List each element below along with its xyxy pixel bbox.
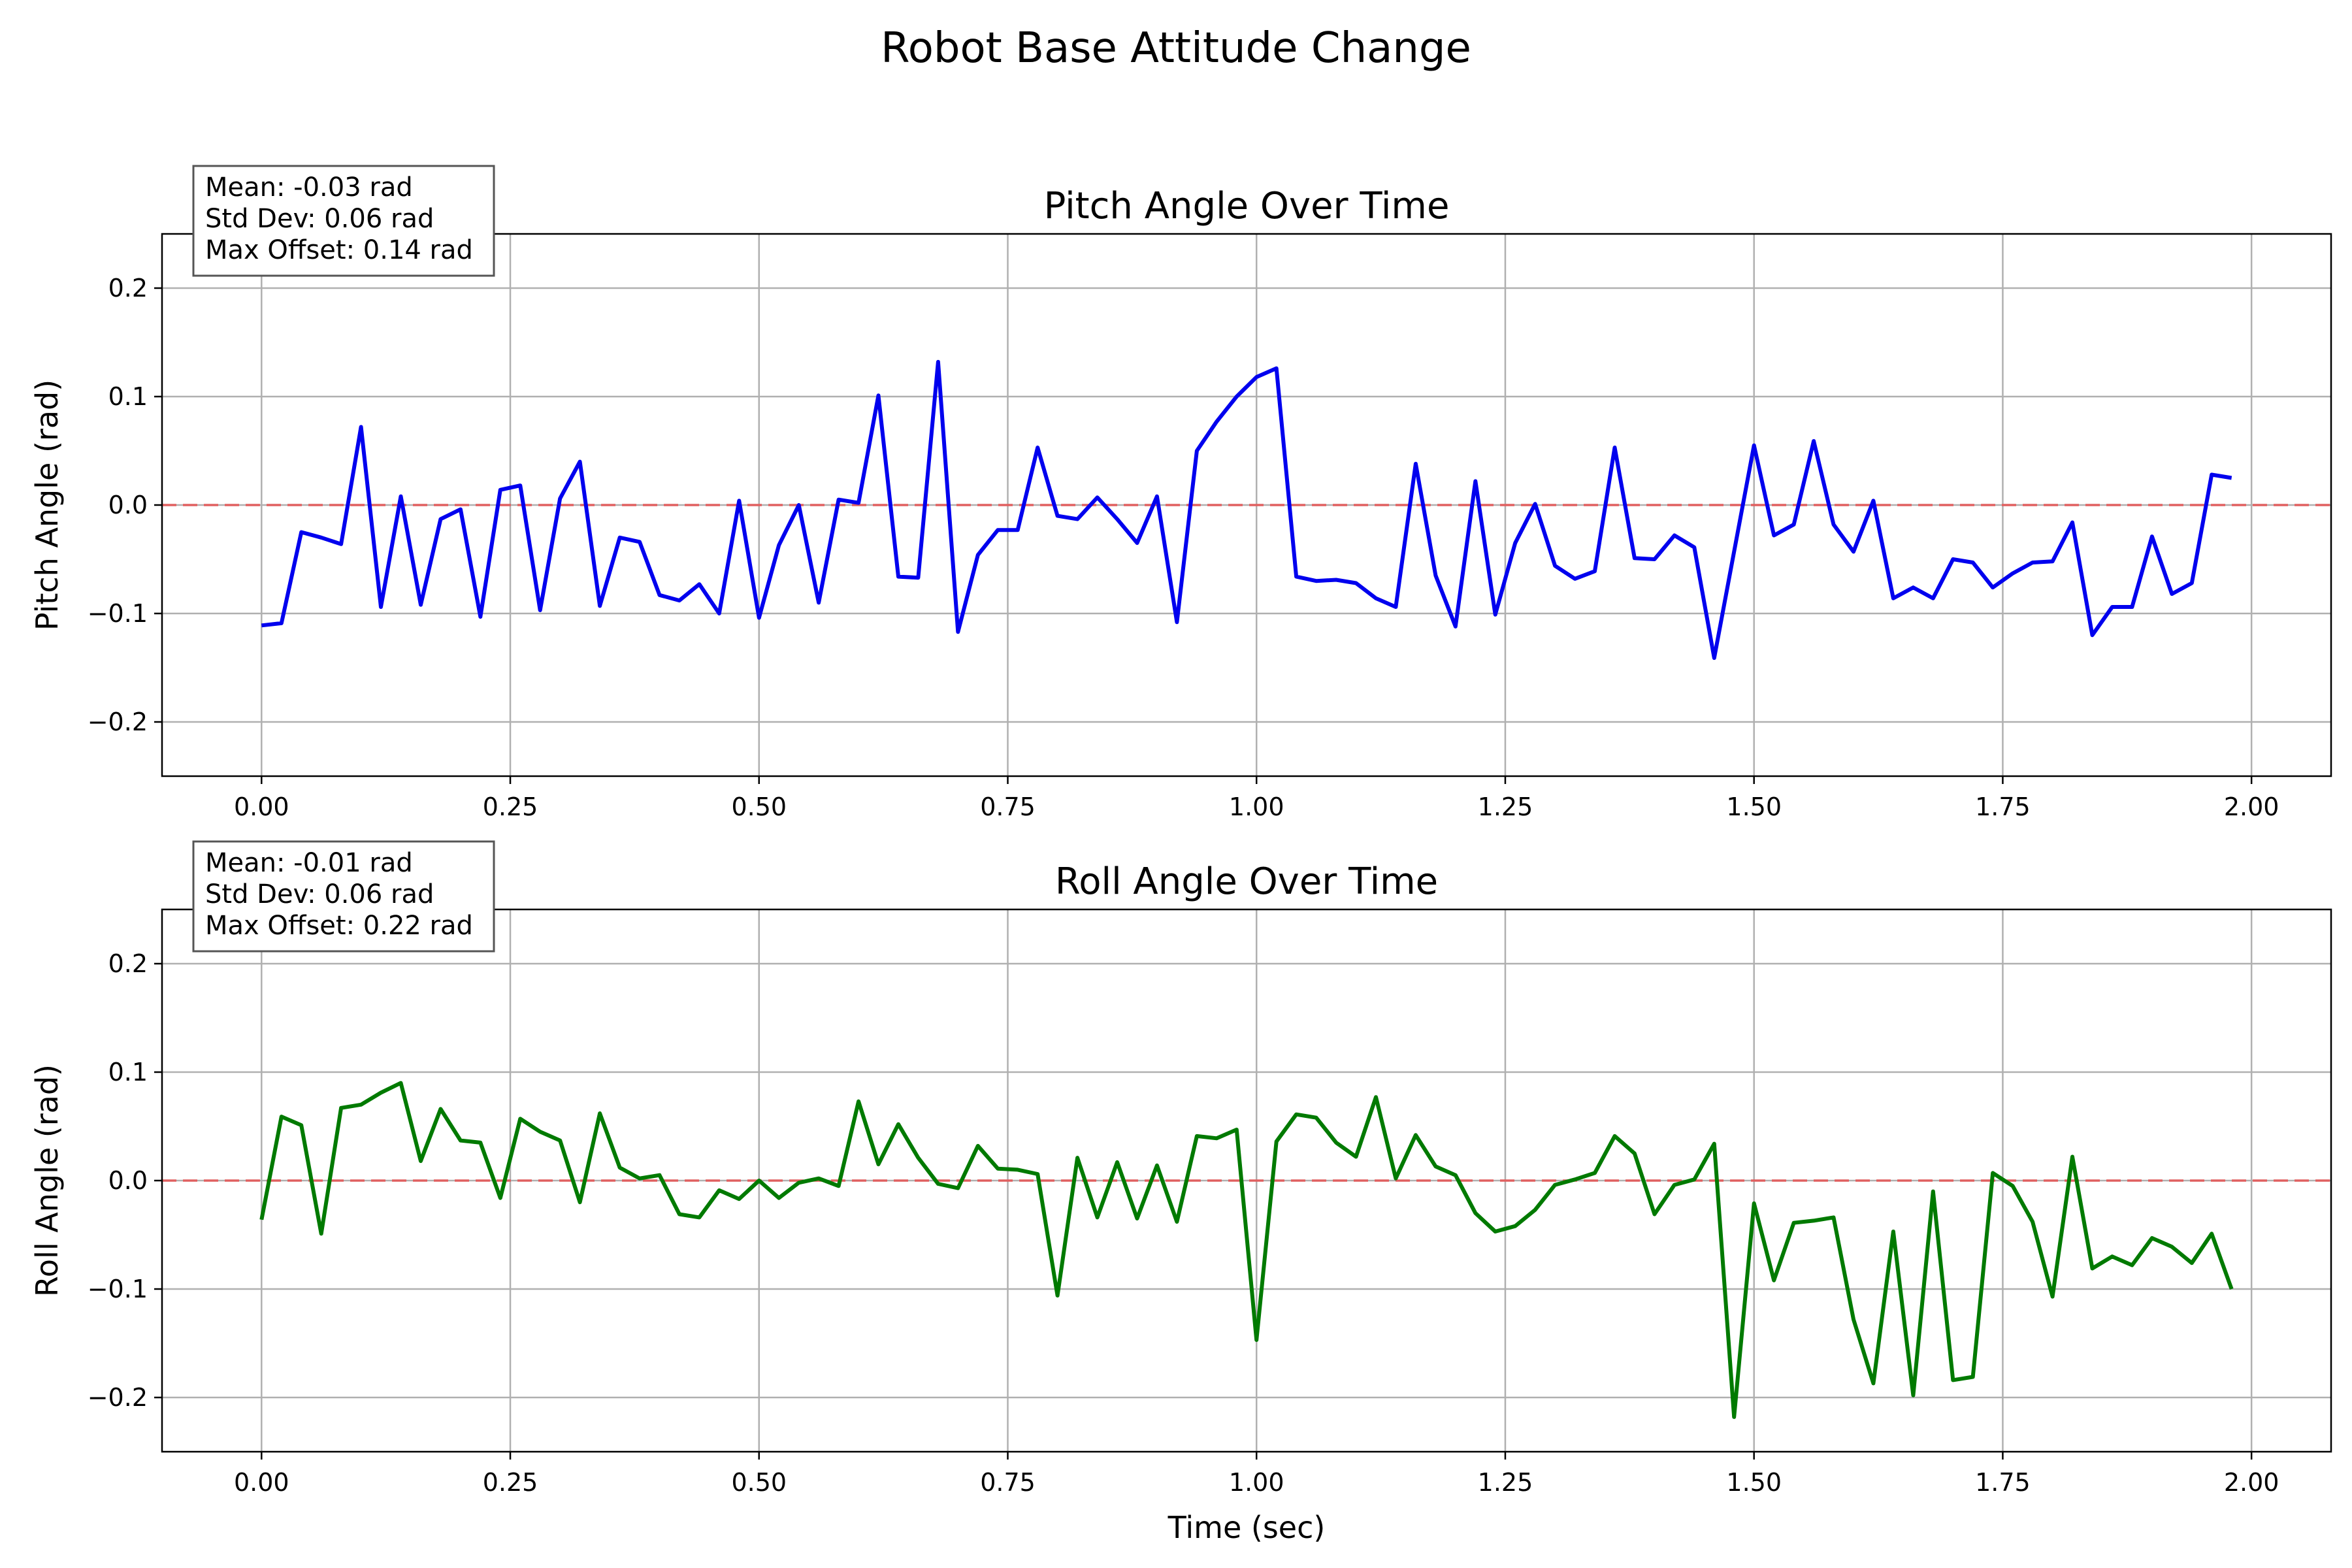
roll-y-tick-label: −0.1 — [88, 1275, 148, 1303]
roll-stats-std: Std Dev: 0.06 rad — [205, 879, 434, 909]
roll-stats-box: Mean: -0.01 rad Std Dev: 0.06 rad Max Of… — [192, 840, 495, 953]
roll-line — [259, 1081, 2234, 1419]
pitch-y-tick-label: −0.1 — [88, 599, 148, 628]
pitch-y-tick-label: 0.2 — [108, 274, 148, 302]
roll-y-tick-label: 0.0 — [108, 1166, 148, 1195]
pitch-y-axis-label: Pitch Angle (rad) — [29, 380, 65, 630]
pitch-title: Pitch Angle Over Time — [1044, 185, 1450, 227]
roll-x-tick-label: 0.25 — [483, 1468, 538, 1497]
pitch-series — [261, 359, 2232, 661]
roll-x-tick-label: 0.50 — [731, 1468, 787, 1497]
roll-stats-mean: Mean: -0.01 rad — [205, 848, 413, 878]
pitch-stats-mean: Mean: -0.03 rad — [205, 172, 413, 203]
pitch-y-tick-label: 0.0 — [108, 491, 148, 519]
roll-x-tick-label: 2.00 — [2224, 1468, 2279, 1497]
roll-ticks: 0.00 0.25 0.50 0.75 1.00 1.25 1.50 1.75 2.00 −0.2… — [88, 949, 2279, 1497]
pitch-x-tick-label: 0.00 — [234, 792, 289, 821]
pitch-panel: 0.00 0.25 0.50 0.75 1.00 1.25 1.50 1.75 2.00 −0.2… — [29, 165, 2332, 821]
pitch-x-tick-label: 1.75 — [1975, 792, 2031, 821]
pitch-x-tick-label: 1.50 — [1726, 792, 1782, 821]
roll-x-tick-label: 1.25 — [1478, 1468, 1533, 1497]
pitch-x-tick-label: 0.25 — [483, 792, 538, 821]
roll-x-tick-label: 0.75 — [980, 1468, 1036, 1497]
pitch-x-tick-label: 1.00 — [1229, 792, 1284, 821]
roll-y-axis-label: Roll Angle (rad) — [29, 1064, 65, 1297]
pitch-ticks: 0.00 0.25 0.50 0.75 1.00 1.25 1.50 1.75 2.00 −0.2… — [88, 274, 2279, 821]
pitch-x-tick-label: 0.75 — [980, 792, 1036, 821]
roll-series — [259, 1081, 2234, 1419]
pitch-stats-max: Max Offset: 0.14 rad — [205, 235, 473, 265]
roll-x-tick-label: 1.00 — [1229, 1468, 1284, 1497]
pitch-x-tick-label: 2.00 — [2224, 792, 2279, 821]
roll-y-tick-label: 0.2 — [108, 949, 148, 978]
roll-x-tick-label: 1.50 — [1726, 1468, 1782, 1497]
roll-title: Roll Angle Over Time — [1055, 860, 1438, 903]
pitch-x-tick-label: 1.25 — [1478, 792, 1533, 821]
roll-x-tick-label: 1.75 — [1975, 1468, 2031, 1497]
pitch-stats-box: Mean: -0.03 rad Std Dev: 0.06 rad Max Of… — [192, 165, 495, 277]
roll-x-axis-label: Time (sec) — [1168, 1510, 1326, 1545]
roll-y-tick-label: −0.2 — [88, 1383, 148, 1412]
pitch-stats-std: Std Dev: 0.06 rad — [205, 204, 434, 234]
pitch-line — [261, 359, 2232, 661]
figure-title: Robot Base Attitude Change — [881, 24, 1471, 73]
pitch-y-tick-label: 0.1 — [108, 382, 148, 411]
roll-panel: 0.00 0.25 0.50 0.75 1.00 1.25 1.50 1.75 2.00 −0.2… — [29, 840, 2332, 1545]
roll-y-tick-label: 0.1 — [108, 1058, 148, 1086]
pitch-x-tick-label: 0.50 — [731, 792, 787, 821]
roll-stats-max: Max Offset: 0.22 rad — [205, 911, 473, 941]
pitch-y-tick-label: −0.2 — [88, 708, 148, 736]
roll-x-tick-label: 0.00 — [234, 1468, 289, 1497]
